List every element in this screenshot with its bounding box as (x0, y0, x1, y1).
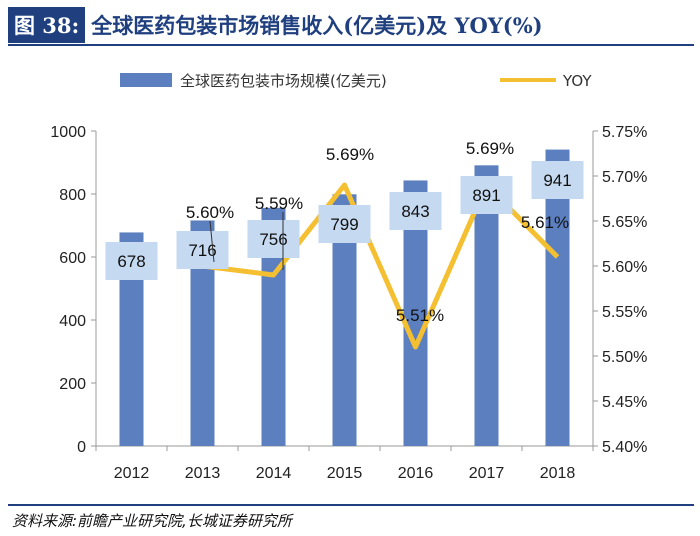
right-tick-label: 5.55% (602, 304, 647, 321)
x-tick-label: 2015 (327, 465, 363, 482)
bar-value-box (105, 242, 158, 280)
bar-value-label: 843 (401, 202, 429, 221)
bar-value-box (531, 161, 584, 199)
bar-value-label: 678 (117, 252, 145, 271)
yoy-value-label: 5.61% (521, 213, 569, 232)
right-tick-label: 5.65% (602, 214, 647, 231)
right-tick-label: 5.45% (602, 394, 647, 411)
x-tick-label: 2014 (256, 465, 292, 482)
left-tick-label: 600 (59, 250, 86, 267)
x-tick-label: 2018 (540, 465, 576, 482)
x-tick-label: 2017 (469, 465, 505, 482)
right-tick-label: 5.50% (602, 349, 647, 366)
yoy-value-label: 5.59% (255, 194, 303, 213)
bar-value-box (247, 220, 300, 258)
yoy-value-label: 5.69% (466, 139, 514, 158)
chart-title: 全球医药包装市场销售收入(亿美元)及 YOY(%) (91, 13, 543, 38)
x-tick-label: 2012 (114, 465, 150, 482)
right-tick-label: 5.70% (602, 169, 647, 186)
x-tick-label: 2016 (398, 465, 434, 482)
x-tick-label: 2013 (185, 465, 221, 482)
source-note: 资料来源:前瞻产业研究院,长城证券研究所 (12, 512, 292, 530)
bar-value-box (460, 176, 513, 214)
legend-bar-swatch (120, 73, 172, 87)
bar-value-label: 941 (543, 171, 571, 190)
right-tick-label: 5.60% (602, 259, 647, 276)
chart-canvas: 全球医药包装市场规模(亿美元) YOY 0 200 400 600 800 1000 5.40%… (50, 72, 647, 482)
bar-value-label: 891 (472, 186, 500, 205)
yoy-value-label: 5.60% (186, 203, 234, 222)
right-tick-label: 5.75% (602, 124, 647, 141)
bar-value-box (389, 192, 442, 230)
yoy-value-label: 5.51% (396, 306, 444, 325)
left-tick-label: 200 (59, 376, 86, 393)
left-tick-label: 1000 (50, 124, 86, 141)
bar-value-box (176, 231, 229, 269)
bar-value-label: 756 (259, 230, 287, 249)
left-tick-label: 800 (59, 187, 86, 204)
figure-header: 图 38: 全球医药包装市场销售收入(亿美元)及 YOY(%) (8, 6, 694, 46)
figure-label: 图 38: (8, 7, 86, 43)
footer-divider (8, 504, 694, 506)
left-tick-label: 400 (59, 313, 86, 330)
yoy-leader-line (209, 220, 215, 263)
bar-value-label: 716 (188, 241, 216, 260)
bar-value-label: 799 (330, 215, 358, 234)
legend-bar-label: 全球医药包装市场规模(亿美元) (180, 72, 387, 90)
right-tick-label: 5.40% (602, 439, 647, 456)
bar-value-box (318, 205, 371, 243)
yoy-value-label: 5.69% (326, 145, 374, 164)
left-tick-label: 0 (77, 439, 86, 456)
legend-line-label: YOY (562, 72, 592, 90)
